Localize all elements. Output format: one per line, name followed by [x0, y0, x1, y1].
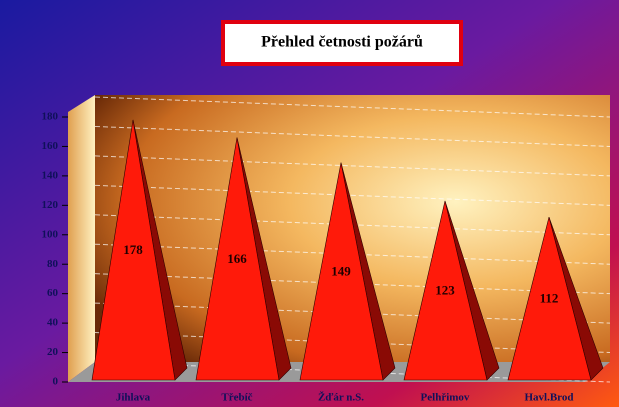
- y-tick-label: 180: [42, 111, 59, 123]
- y-tick-label: 100: [42, 228, 59, 240]
- y-tick-label: 140: [42, 169, 59, 181]
- chart-title: Přehled četnosti požárů: [261, 34, 423, 51]
- data-label: 149: [331, 263, 351, 278]
- grid-line: [94, 96, 611, 118]
- y-tick-label: 0: [53, 376, 59, 388]
- side-wall: [68, 95, 95, 382]
- data-label: 178: [123, 242, 143, 257]
- y-tick-label: 20: [47, 346, 59, 358]
- pyramid-front: [299, 162, 384, 381]
- x-tick-label: Žďár n.S.: [318, 392, 364, 404]
- x-tick-label: Havl.Brod: [524, 392, 573, 404]
- x-tick-label: Pelhřimov: [421, 392, 470, 404]
- pyramid-front: [403, 200, 488, 381]
- y-tick-label: 60: [47, 287, 59, 299]
- data-label: 166: [227, 251, 247, 266]
- y-tick-label: 40: [47, 317, 59, 329]
- pyramid-front: [507, 217, 592, 381]
- y-tick-label: 120: [42, 199, 59, 211]
- x-tick-label: Jihlava: [116, 392, 151, 404]
- title-box: [221, 20, 463, 66]
- grid-line: [94, 125, 611, 147]
- y-tick-label: 160: [42, 140, 59, 152]
- data-label: 123: [435, 282, 455, 297]
- y-tick-label: 80: [47, 258, 59, 270]
- pyramid-front: [91, 119, 176, 381]
- grid-line: [94, 155, 611, 177]
- pyramid-front: [195, 137, 280, 381]
- data-label: 112: [540, 291, 559, 306]
- grid-line: [94, 184, 611, 206]
- x-tick-label: Třebíč: [221, 392, 252, 404]
